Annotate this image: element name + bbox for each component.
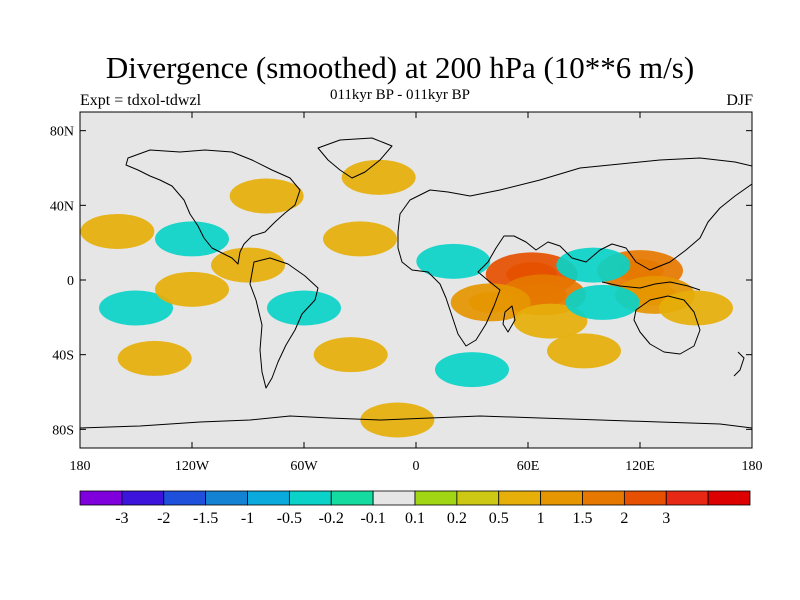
colorbar-swatch	[330, 490, 374, 506]
lon-tick-label: 120W	[175, 459, 210, 474]
lat-tick-label: 40S	[52, 349, 74, 364]
experiment-label: Expt = tdxol-tdwzl	[80, 92, 202, 109]
latitude-axis: 80N 40N 0 40S 80S	[50, 125, 752, 438]
south-america-coast	[249, 257, 319, 389]
contour-field	[80, 159, 733, 438]
lat-tick-label: 0	[67, 274, 74, 289]
divergence-region	[556, 247, 631, 283]
divergence-core	[519, 283, 567, 307]
north-america-coast	[125, 149, 301, 265]
colorbar-label: 1.5	[573, 510, 593, 527]
divergence-region	[99, 290, 173, 326]
colorbar-swatch	[372, 490, 416, 506]
lon-tick-label: 60W	[290, 459, 318, 474]
longitude-axis: 180 120W 60W 0 60E 120E 180	[70, 112, 763, 474]
divergence-region	[659, 290, 733, 326]
lon-tick-label: 0	[413, 459, 420, 474]
divergence-region	[416, 243, 491, 279]
colorbar-swatch	[163, 490, 207, 506]
divergence-region	[229, 178, 304, 214]
colorbar-swatch	[540, 490, 583, 506]
divergence-region	[513, 303, 588, 339]
new-zealand-coast	[733, 351, 745, 377]
divergence-region	[267, 290, 341, 326]
colorbar-swatch	[665, 490, 709, 506]
colorbar: -3 -2 -1.5 -1 -0.5 -0.2 -0.1 0.1 0.2 0.5 1 1.5 2 3	[79, 490, 751, 527]
colorbar-label: -1	[241, 510, 254, 527]
colorbar-swatch	[498, 490, 542, 506]
colorbar-swatch	[247, 490, 290, 506]
colorbar-label: -3	[115, 510, 128, 527]
colorbar-label: 0.5	[489, 510, 509, 527]
greenland-coast	[317, 137, 393, 179]
colorbar-label: 0.1	[405, 510, 425, 527]
coastlines	[80, 137, 752, 429]
lat-tick-label: 80S	[52, 423, 74, 438]
africa-eurasia-coast	[397, 157, 752, 347]
divergence-region	[155, 271, 229, 307]
colorbar-swatch	[288, 490, 332, 506]
divergence-region	[80, 213, 155, 249]
colorbar-swatch	[582, 490, 625, 506]
colorbar-swatch	[456, 490, 500, 506]
indonesia-coast	[601, 281, 701, 291]
colorbar-label: 2	[620, 510, 628, 527]
divergence-region	[547, 333, 621, 369]
lat-tick-label: 80N	[50, 125, 74, 140]
colorbar-swatch	[623, 490, 667, 506]
lon-tick-label: 60E	[517, 459, 540, 474]
divergence-region	[360, 402, 435, 438]
colorbar-swatch	[121, 490, 165, 506]
lon-tick-label: 180	[742, 459, 763, 474]
season-label: DJF	[726, 92, 753, 109]
colorbar-label: -2	[157, 510, 170, 527]
divergence-core	[468, 291, 513, 313]
divergence-region	[323, 221, 397, 257]
divergence-region	[435, 352, 509, 388]
divergence-region	[155, 221, 229, 257]
lon-tick-label: 180	[70, 459, 91, 474]
colorbar-label: 1	[537, 510, 545, 527]
divergence-region	[565, 284, 640, 320]
madagascar-coast	[502, 305, 516, 333]
australia-coast	[633, 295, 701, 355]
colorbar-label: 0.2	[447, 510, 467, 527]
divergence-region	[341, 159, 416, 195]
period-label: 011kyr BP - 011kyr BP	[329, 87, 470, 103]
colorbar-swatch	[707, 490, 751, 506]
antarctica-coast	[80, 415, 752, 429]
colorbar-label: -0.5	[277, 510, 302, 527]
colorbar-label: -1.5	[193, 510, 218, 527]
divergence-region	[313, 337, 388, 373]
colorbar-swatch	[414, 490, 458, 506]
divergence-region	[117, 340, 192, 376]
colorbar-label: 3	[662, 510, 670, 527]
lon-tick-label: 120E	[625, 459, 655, 474]
lat-tick-label: 40N	[50, 199, 74, 214]
colorbar-label: -0.1	[360, 510, 385, 527]
colorbar-swatch	[205, 490, 248, 506]
colorbar-label: -0.2	[319, 510, 344, 527]
map-title: Divergence (smoothed) at 200 hPa (10**6 …	[105, 50, 695, 85]
colorbar-swatch	[79, 490, 123, 506]
